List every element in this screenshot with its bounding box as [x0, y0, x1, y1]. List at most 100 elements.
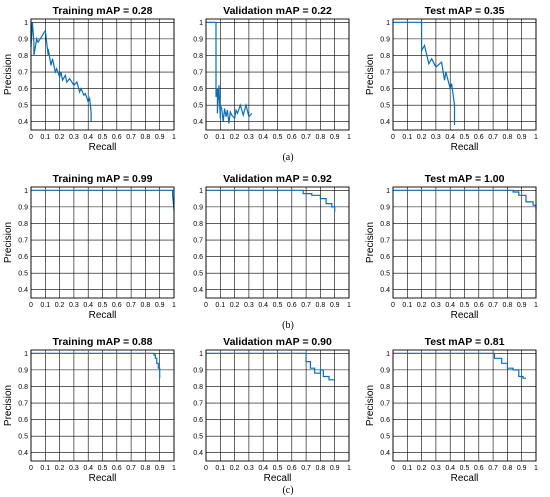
panel-4-pr-curve — [31, 189, 175, 211]
panel-4-y-tick-label: 0.8 — [18, 221, 28, 228]
panel-5-y-tick-label: 0.4 — [193, 287, 203, 294]
panel-9-x-tick-label: 0 — [391, 465, 395, 472]
panel-4-y-tick-label: 0.7 — [18, 238, 28, 245]
panel-4-y-axis-label: Precision — [3, 222, 14, 263]
panel-6-x-tick-label: 0.8 — [503, 302, 513, 309]
panel-9-x-tick-label: 0.9 — [517, 465, 527, 472]
panel-9-y-tick-label: 0.9 — [380, 367, 390, 374]
panel-2-y-tick-label: 0.8 — [193, 53, 203, 60]
panel-1-x-axis-label: Recall — [89, 142, 117, 153]
panel-3-title: Test mAP = 0.35 — [425, 5, 505, 17]
panel-9-x-tick-label: 0.6 — [474, 465, 484, 472]
panel-3-x-tick-label: 0.9 — [517, 134, 527, 141]
panel-8-frame — [205, 349, 350, 462]
panel-1-frame — [30, 18, 175, 131]
panel-5-frame — [205, 186, 350, 299]
panel-3-x-axis-label: Recall — [451, 142, 479, 153]
panel-1-y-tick-label: 0.9 — [18, 36, 28, 43]
panel-7-x-tick-label: 0.9 — [155, 465, 165, 472]
panel-8-y-tick-label: 0.5 — [193, 434, 203, 441]
panel-4-x-tick-label: 0.2 — [55, 302, 65, 309]
panel-9-x-tick-label: 0.3 — [431, 465, 441, 472]
panel-8-x-tick-label: 0.3 — [244, 465, 254, 472]
panel-6-x-tick-label: 0.5 — [460, 302, 470, 309]
panel-8-x-tick-label: 0.7 — [301, 465, 311, 472]
panel-7-x-tick-label: 0.1 — [40, 465, 50, 472]
panel-9-x-tick-label: 0.7 — [488, 465, 498, 472]
panel-5-x-tick-label: 0.5 — [273, 302, 283, 309]
panel-1-x-tick-label: 1 — [172, 134, 176, 141]
panel-2-x-tick-label: 1 — [347, 134, 351, 141]
panel-8-x-axis-label: Recall — [264, 473, 292, 484]
panel-1-x-tick-label: 0.1 — [40, 134, 50, 141]
panel-6-y-axis-label: Precision — [365, 222, 376, 263]
panel-5-x-tick-label: 0.6 — [287, 302, 297, 309]
panel-2-x-tick-label: 0 — [204, 134, 208, 141]
panel-3-y-tick-label: 0.6 — [380, 86, 390, 93]
panel-6-y-tick-label: 0.8 — [380, 221, 390, 228]
panel-2-x-tick-label: 0.8 — [316, 134, 326, 141]
panel-4-y-tick-label: 1 — [24, 188, 28, 195]
panel-1-y-tick-label: 0.5 — [18, 103, 28, 110]
panel-1-x-tick-label: 0.9 — [155, 134, 165, 141]
panel-7-y-tick-label: 0.7 — [18, 401, 28, 408]
panel-9-x-tick-label: 0.4 — [445, 465, 455, 472]
panel-4-x-tick-label: 0.6 — [112, 302, 122, 309]
panel-3-x-tick-label: 0.6 — [474, 134, 484, 141]
panel-7-x-tick-label: 0.4 — [83, 465, 93, 472]
panel-2-x-tick-label: 0.6 — [287, 134, 297, 141]
panel-4-x-tick-label: 0.3 — [69, 302, 79, 309]
panel-2-pr-curve — [206, 21, 253, 124]
row-label-a: (a) — [282, 152, 293, 163]
panel-6-y-tick-label: 0.7 — [380, 238, 390, 245]
panel-2-y-tick-label: 0.9 — [193, 36, 203, 43]
panel-7-y-tick-label: 0.6 — [18, 417, 28, 424]
panel-9-y-tick-label: 0.4 — [380, 450, 390, 457]
panel-1-x-tick-label: 0.7 — [126, 134, 136, 141]
panel-7-y-tick-label: 0.9 — [18, 367, 28, 374]
panel-4-y-tick-label: 0.6 — [18, 254, 28, 261]
panel-4-frame — [30, 186, 175, 299]
panel-5-y-tick-label: 0.8 — [193, 221, 203, 228]
panel-1-x-tick-label: 0.8 — [141, 134, 151, 141]
panel-6-x-tick-label: 0.9 — [517, 302, 527, 309]
panel-3-x-tick-label: 0.7 — [488, 134, 498, 141]
panel-5-y-tick-label: 1 — [199, 188, 203, 195]
panel-4-title: Training mAP = 0.99 — [53, 173, 153, 185]
panel-9-x-tick-label: 0.5 — [460, 465, 470, 472]
panel-5-x-tick-label: 0.9 — [330, 302, 340, 309]
panel-6-x-tick-label: 0.4 — [445, 302, 455, 309]
panel-8-y-tick-label: 0.6 — [193, 417, 203, 424]
panel-3-y-tick-label: 0.8 — [380, 53, 390, 60]
panel-9-y-tick-label: 0.7 — [380, 401, 390, 408]
panel-9-x-tick-label: 0.1 — [402, 465, 412, 472]
panel-4-x-tick-label: 0.4 — [83, 302, 93, 309]
panel-8-x-tick-label: 0.5 — [273, 465, 283, 472]
panel-7-y-tick-label: 0.8 — [18, 384, 28, 391]
panel-1-x-tick-label: 0.2 — [55, 134, 65, 141]
panel-3-x-tick-label: 0.2 — [417, 134, 427, 141]
panel-2-y-tick-label: 0.7 — [193, 70, 203, 77]
panel-1-x-tick-label: 0.4 — [83, 134, 93, 141]
panel-6-title: Test mAP = 1.00 — [425, 173, 505, 185]
panel-1-x-tick-label: 0.6 — [112, 134, 122, 141]
panel-5-x-tick-label: 0.2 — [230, 302, 240, 309]
panel-6-x-axis-label: Recall — [451, 310, 479, 321]
panel-6-y-tick-label: 0.5 — [380, 271, 390, 278]
panel-9-title: Test mAP = 0.81 — [425, 336, 505, 348]
panel-3-x-tick-label: 1 — [534, 134, 538, 141]
panel-2-y-tick-label: 0.4 — [193, 119, 203, 126]
panel-8-y-tick-label: 0.7 — [193, 401, 203, 408]
panel-6-x-tick-label: 1 — [534, 302, 538, 309]
panel-3-x-tick-label: 0.4 — [445, 134, 455, 141]
panel-8-x-tick-label: 0.2 — [230, 465, 240, 472]
panel-3-x-tick-label: 0.8 — [503, 134, 513, 141]
panel-4-x-tick-label: 0 — [29, 302, 33, 309]
panel-9-y-tick-label: 1 — [386, 351, 390, 358]
panel-8-y-tick-label: 0.9 — [193, 367, 203, 374]
panel-8-x-tick-label: 0 — [204, 465, 208, 472]
panel-7-y-tick-label: 0.5 — [18, 434, 28, 441]
panel-3-x-tick-label: 0 — [391, 134, 395, 141]
panel-6-x-tick-label: 0.7 — [488, 302, 498, 309]
